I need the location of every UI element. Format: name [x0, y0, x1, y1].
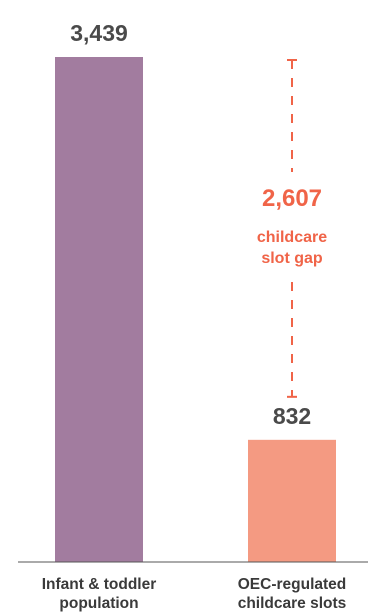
gap-value-label: 2,607 [262, 185, 322, 212]
gap-text-line-2: slot gap [261, 250, 323, 267]
category-label-1-line-2: population [59, 595, 138, 612]
bar-value-label-2: 832 [273, 403, 311, 429]
gap-text-line-1: childcare [257, 229, 327, 246]
bar-2 [248, 439, 336, 562]
bar-1 [55, 57, 143, 562]
labels: 3,439 Infant & toddler population 832 OEC-re… [42, 20, 347, 612]
bar-value-label-1: 3,439 [70, 20, 128, 46]
bars [55, 57, 336, 562]
category-label-2-line-1: OEC-regulated [238, 576, 347, 593]
gap-annotation: 2,607 childcare slot gap [257, 59, 327, 398]
category-label-2-line-2: childcare slots [238, 595, 347, 612]
category-label-1-line-1: Infant & toddler [42, 576, 157, 593]
